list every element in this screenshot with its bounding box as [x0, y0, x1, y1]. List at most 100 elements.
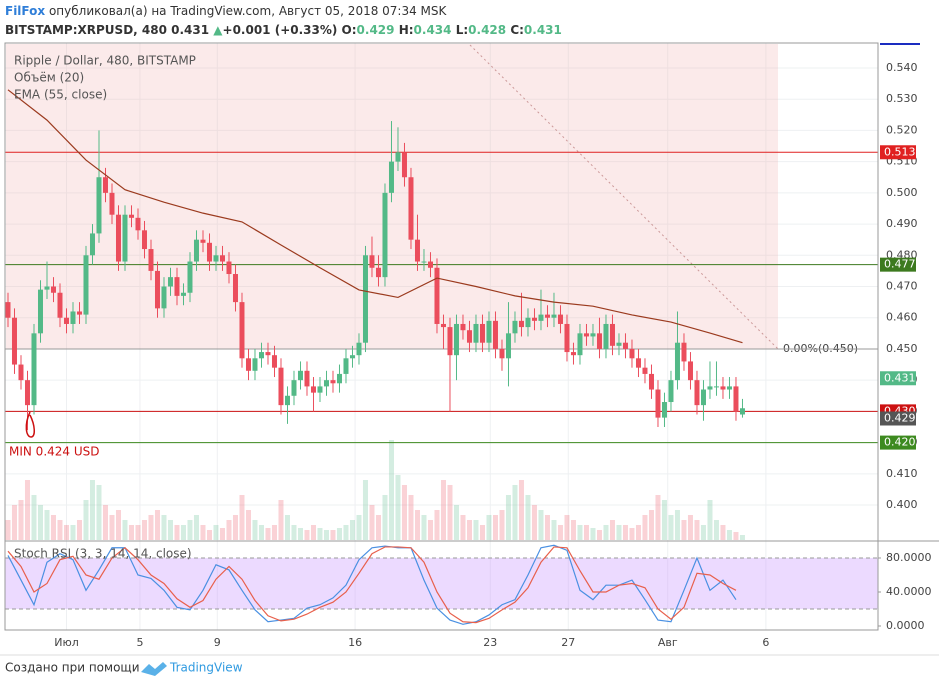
candle-body	[596, 333, 602, 349]
candle-body	[213, 255, 219, 262]
y-tick-label: 40.0000	[886, 585, 932, 598]
volume-bar	[11, 505, 17, 540]
candle-body	[362, 255, 368, 343]
c-value: 0.431	[524, 23, 562, 37]
candle-body	[135, 217, 141, 231]
candle-body	[258, 352, 264, 359]
price-tag-label: 0.429	[884, 412, 916, 425]
candle-body	[154, 270, 160, 309]
volume-bar	[564, 515, 570, 540]
volume-bar	[115, 510, 121, 540]
volume-bar	[70, 525, 76, 540]
author[interactable]: FilFox	[5, 4, 45, 18]
volume-bar	[304, 530, 310, 540]
candle-body	[694, 380, 700, 406]
volume-bar	[213, 525, 219, 540]
volume-bar	[460, 515, 466, 540]
candle-body	[713, 386, 719, 388]
candle-body	[447, 327, 453, 356]
candle-body	[531, 317, 537, 321]
candle-body	[720, 386, 726, 390]
volume-bar	[616, 525, 622, 540]
volume-bar	[421, 515, 427, 540]
y-tick-label: 80.0000	[886, 551, 932, 564]
tv-logo[interactable]	[141, 662, 167, 676]
candle-body	[109, 192, 115, 215]
candle-body	[239, 302, 245, 359]
volume-bar	[193, 515, 199, 540]
volume-bar	[161, 515, 167, 540]
y-tick-label: 0.500	[886, 186, 918, 199]
candle-body	[349, 355, 355, 359]
candle-body	[252, 358, 258, 371]
candle-body	[466, 330, 472, 343]
candle-body	[492, 320, 498, 349]
candle-body	[388, 161, 394, 193]
candle-body	[726, 386, 732, 390]
candle-body	[128, 214, 134, 218]
volume-bar	[453, 505, 459, 540]
volume-bar	[187, 520, 193, 540]
candle-body	[525, 317, 531, 328]
candle-body	[219, 255, 225, 262]
candle-body	[336, 373, 342, 384]
volume-bar	[271, 525, 277, 540]
candle-body	[609, 323, 615, 346]
volume-bar	[232, 515, 238, 540]
candle-body	[343, 358, 349, 374]
candle-body	[577, 333, 583, 356]
candle-body	[505, 333, 511, 359]
candle-body	[707, 386, 713, 390]
h: H:	[399, 23, 414, 37]
candle-body	[174, 277, 180, 296]
volume-bar	[265, 528, 271, 540]
l-value: 0.428	[468, 23, 506, 37]
volume-bar	[629, 528, 635, 540]
volume-bar	[700, 525, 706, 540]
volume-bar	[447, 485, 453, 540]
volume-bar	[655, 495, 661, 540]
candle-body	[460, 323, 466, 331]
volume-bar	[512, 485, 518, 540]
volume-bar	[50, 515, 56, 540]
symbol: BITSTAMP:XRPUSD, 480	[5, 23, 167, 37]
candle-body	[681, 342, 687, 362]
volume-bar	[733, 532, 739, 540]
candle-body	[421, 261, 427, 263]
volume-bar	[674, 510, 680, 540]
candle-body	[161, 286, 167, 309]
volume-bar	[538, 510, 544, 540]
volume-bar	[544, 515, 550, 540]
volume-bar	[590, 528, 596, 540]
candle-body	[70, 311, 76, 324]
volume-bar	[440, 480, 446, 540]
stoch-line	[7, 546, 737, 624]
y-tick-label: 0.490	[886, 217, 918, 230]
candle-body	[31, 333, 37, 406]
plot: 0.5400.5300.5200.5100.5000.4900.4800.470…	[5, 43, 932, 649]
volume-bar	[369, 505, 375, 540]
x-tick-label: 9	[214, 636, 221, 649]
volume-bar	[739, 535, 745, 540]
volume-bar	[577, 525, 583, 540]
candle-body	[648, 373, 654, 390]
volume-bar	[694, 520, 700, 540]
volume-bar	[31, 495, 37, 540]
volume-bar	[102, 505, 108, 540]
o-value: 0.429	[357, 23, 395, 37]
footer-brand[interactable]: TradingView	[169, 661, 243, 675]
o: O:	[342, 23, 357, 37]
volume-bar	[180, 525, 186, 540]
candle-body	[291, 380, 297, 396]
candle-body	[356, 342, 362, 356]
candle-body	[538, 314, 544, 321]
volume-bar	[609, 520, 615, 540]
candle-body	[11, 317, 17, 365]
y-tick-label: 0.540	[886, 61, 918, 74]
y-tick-label: 0.450	[886, 342, 918, 355]
volume-bar	[89, 480, 95, 540]
volume-bar	[356, 515, 362, 540]
level-tag-label: 0.477	[884, 258, 916, 271]
c: C:	[510, 23, 524, 37]
candle-body	[271, 355, 277, 368]
